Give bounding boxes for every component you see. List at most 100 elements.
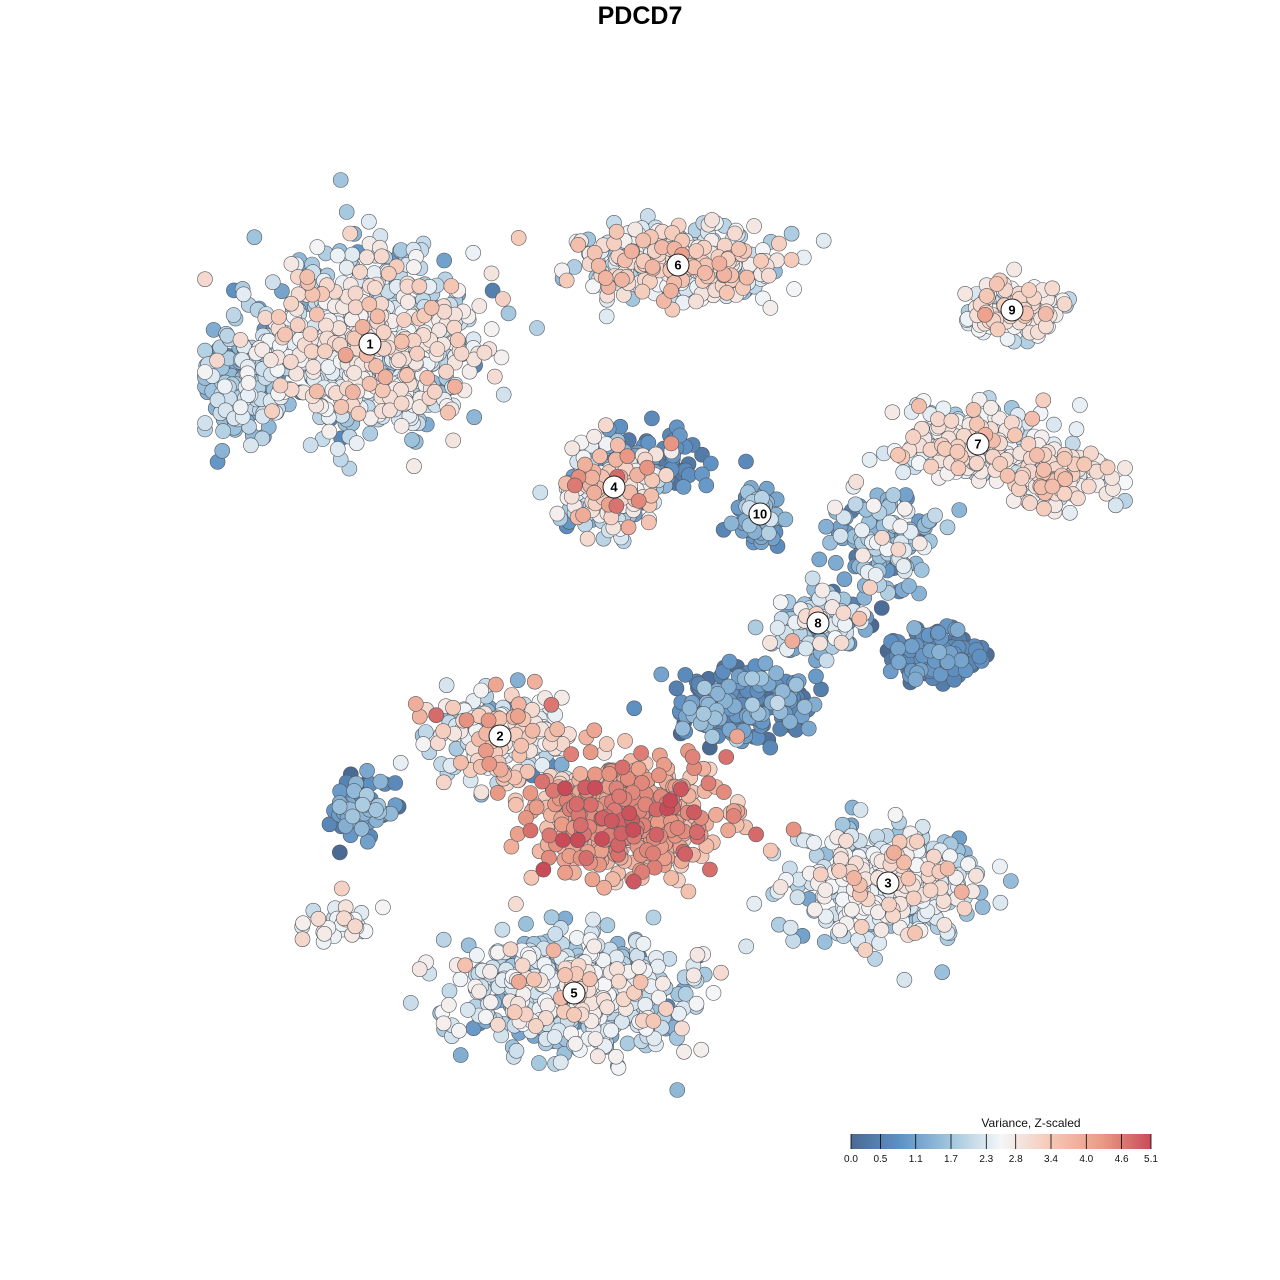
data-point xyxy=(953,884,970,900)
data-point xyxy=(283,295,300,312)
data-point xyxy=(584,469,600,486)
data-point xyxy=(957,285,974,302)
data-point xyxy=(956,900,973,917)
data-point xyxy=(684,749,701,765)
data-point xyxy=(1024,410,1040,427)
data-point xyxy=(1056,296,1073,312)
data-point xyxy=(508,896,524,912)
data-point xyxy=(441,983,458,999)
data-point xyxy=(1117,460,1133,476)
data-point xyxy=(584,871,601,888)
data-point xyxy=(411,961,428,978)
data-point xyxy=(592,448,608,465)
data-point xyxy=(488,676,504,693)
data-point xyxy=(254,342,271,358)
data-point xyxy=(338,259,355,276)
data-point xyxy=(708,806,724,823)
data-point xyxy=(270,309,287,325)
data-point xyxy=(978,288,995,304)
data-point xyxy=(358,249,375,266)
data-point xyxy=(731,241,747,257)
data-point xyxy=(440,997,457,1013)
data-point xyxy=(344,246,361,263)
chart-title: PDCD7 xyxy=(597,2,683,30)
data-point xyxy=(674,1020,690,1037)
data-point xyxy=(346,365,363,381)
data-point xyxy=(619,1035,636,1052)
data-point xyxy=(598,736,615,752)
data-point xyxy=(617,733,633,749)
data-point xyxy=(197,364,213,380)
data-point xyxy=(704,728,721,745)
data-point xyxy=(596,879,613,896)
data-point xyxy=(411,399,428,416)
data-point xyxy=(483,265,500,282)
data-point xyxy=(922,882,939,899)
data-point xyxy=(705,985,722,1001)
data-point xyxy=(909,833,925,850)
data-point xyxy=(890,447,906,463)
data-point xyxy=(344,384,361,400)
data-point xyxy=(219,327,236,344)
data-point xyxy=(547,926,564,942)
data-point xyxy=(777,511,794,528)
data-point xyxy=(931,644,948,660)
data-point xyxy=(640,514,657,531)
data-point xyxy=(529,320,545,336)
data-point xyxy=(453,345,470,362)
data-point xyxy=(905,429,921,445)
data-point xyxy=(601,766,618,782)
data-point xyxy=(445,699,461,716)
data-point xyxy=(634,774,650,791)
data-point xyxy=(289,317,306,333)
data-point xyxy=(362,425,379,442)
data-point xyxy=(695,705,712,722)
data-point xyxy=(523,869,540,886)
data-point xyxy=(506,1004,523,1020)
data-point xyxy=(344,808,361,825)
data-point xyxy=(563,746,580,763)
data-point xyxy=(347,285,364,302)
data-point xyxy=(1068,421,1085,438)
data-point xyxy=(828,554,844,571)
data-point xyxy=(935,893,952,909)
data-point xyxy=(644,410,660,427)
data-point xyxy=(815,232,832,249)
data-point xyxy=(381,402,398,419)
data-point xyxy=(1070,490,1086,507)
data-point xyxy=(631,959,647,976)
data-point xyxy=(586,484,603,501)
data-point xyxy=(906,620,923,636)
data-point xyxy=(235,286,252,303)
data-point xyxy=(426,383,443,400)
data-point xyxy=(411,278,428,295)
data-point xyxy=(896,971,913,988)
data-point xyxy=(936,916,953,933)
data-point xyxy=(689,946,706,963)
data-point xyxy=(800,720,817,737)
data-point xyxy=(663,283,679,299)
data-point xyxy=(526,673,543,690)
data-point xyxy=(651,767,667,784)
data-point xyxy=(965,401,982,418)
data-point xyxy=(393,395,410,412)
data-point xyxy=(527,1018,544,1034)
data-point xyxy=(881,896,897,913)
data-point xyxy=(818,652,835,669)
data-point xyxy=(264,403,280,420)
data-point xyxy=(480,712,497,729)
data-point xyxy=(390,352,407,369)
data-point xyxy=(435,931,452,948)
data-point xyxy=(949,621,966,638)
data-point xyxy=(352,264,368,280)
data-point xyxy=(282,353,299,370)
data-point xyxy=(240,375,257,391)
data-point xyxy=(960,856,976,873)
data-point xyxy=(316,925,333,942)
data-point xyxy=(246,229,263,245)
data-point xyxy=(797,640,814,657)
data-point xyxy=(473,682,490,699)
data-point xyxy=(599,999,616,1016)
data-point xyxy=(482,994,499,1011)
data-point xyxy=(354,319,371,335)
